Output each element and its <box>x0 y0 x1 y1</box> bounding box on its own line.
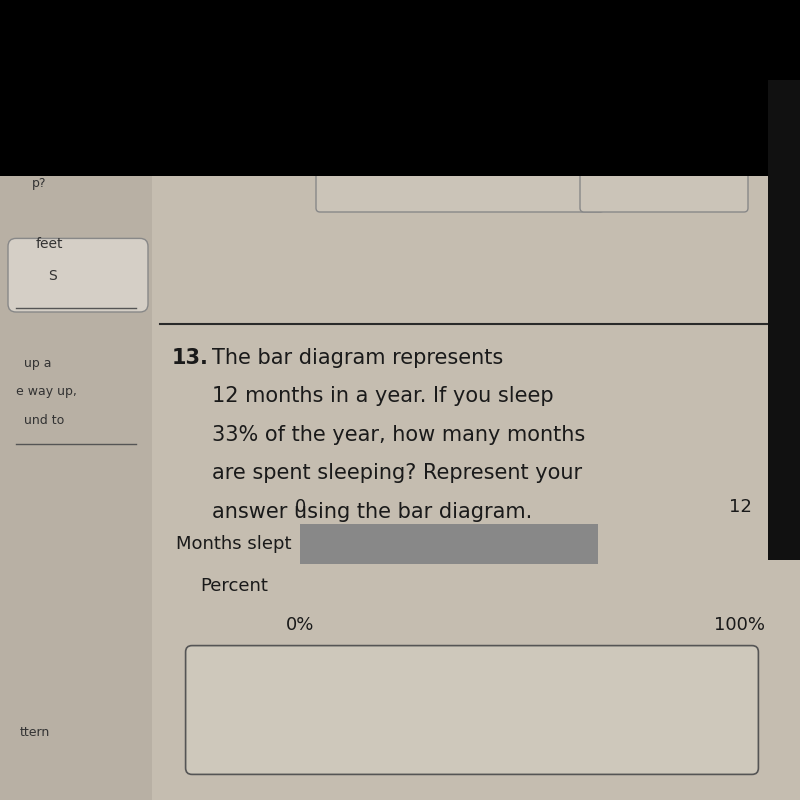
Text: 12 months in a year. If you sleep: 12 months in a year. If you sleep <box>212 386 554 406</box>
Text: 12: 12 <box>729 498 751 516</box>
Text: 100%: 100% <box>714 616 766 634</box>
FancyBboxPatch shape <box>8 238 148 312</box>
Text: up a: up a <box>24 358 51 370</box>
Text: p?: p? <box>32 178 46 190</box>
Text: feet: feet <box>36 237 63 251</box>
Text: ttern: ttern <box>20 726 50 738</box>
Text: Percent: Percent <box>200 577 268 594</box>
Text: S: S <box>48 269 57 283</box>
Bar <box>0 176 152 800</box>
Bar <box>300 524 598 564</box>
Text: 30 inches: 30 inches <box>24 138 84 150</box>
FancyBboxPatch shape <box>316 160 604 212</box>
Text: e way up,: e way up, <box>16 386 77 398</box>
Text: answer using the bar diagram.: answer using the bar diagram. <box>212 502 532 522</box>
Text: 0%: 0% <box>286 616 314 634</box>
Text: The bar diagram represents: The bar diagram represents <box>212 348 503 368</box>
Text: Months slept: Months slept <box>177 535 292 553</box>
Text: are spent sleeping? Represent your: are spent sleeping? Represent your <box>212 463 582 483</box>
Text: 0: 0 <box>294 498 306 516</box>
Bar <box>0 0 800 176</box>
Bar <box>768 80 800 560</box>
FancyBboxPatch shape <box>580 160 748 212</box>
FancyBboxPatch shape <box>186 646 758 774</box>
Text: 33% of the year, how many months: 33% of the year, how many months <box>212 425 586 445</box>
Text: 13.: 13. <box>172 348 209 368</box>
Text: und to: und to <box>24 414 64 426</box>
